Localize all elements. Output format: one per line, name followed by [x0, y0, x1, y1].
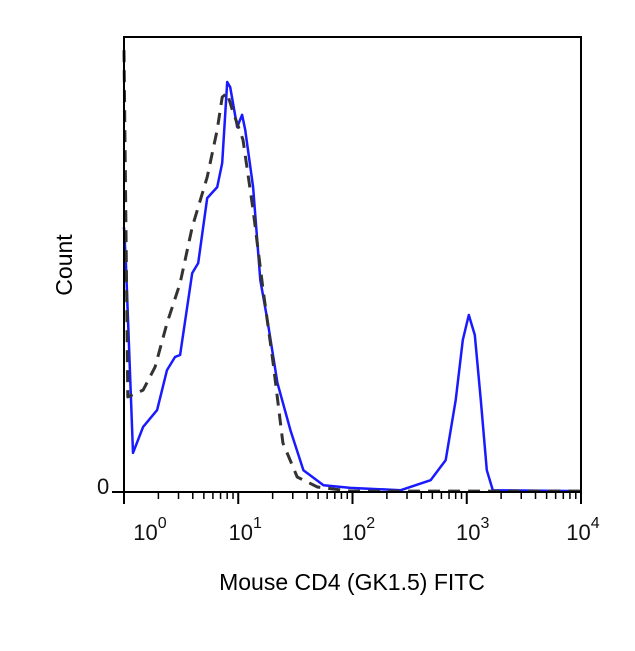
x-axis-ticks: [123, 492, 582, 504]
x-axis-label: Mouse CD4 (GK1.5) FITC: [219, 569, 485, 595]
plot-frame: [123, 36, 582, 493]
y-axis-label: Count: [51, 234, 77, 296]
x-tick-label: 101: [229, 515, 262, 545]
x-tick-labels: 100 101 102 103 104: [133, 515, 599, 545]
plot-area: [122, 50, 582, 493]
y-tick-label-0: 0: [97, 474, 109, 499]
x-tick-label: 104: [566, 515, 599, 545]
stained-sample-line: [122, 80, 582, 493]
x-tick-label: 100: [133, 515, 166, 545]
x-tick-label: 103: [456, 515, 489, 545]
x-tick-label: 102: [342, 515, 375, 545]
isotype-control-dashed-line: [122, 50, 581, 493]
